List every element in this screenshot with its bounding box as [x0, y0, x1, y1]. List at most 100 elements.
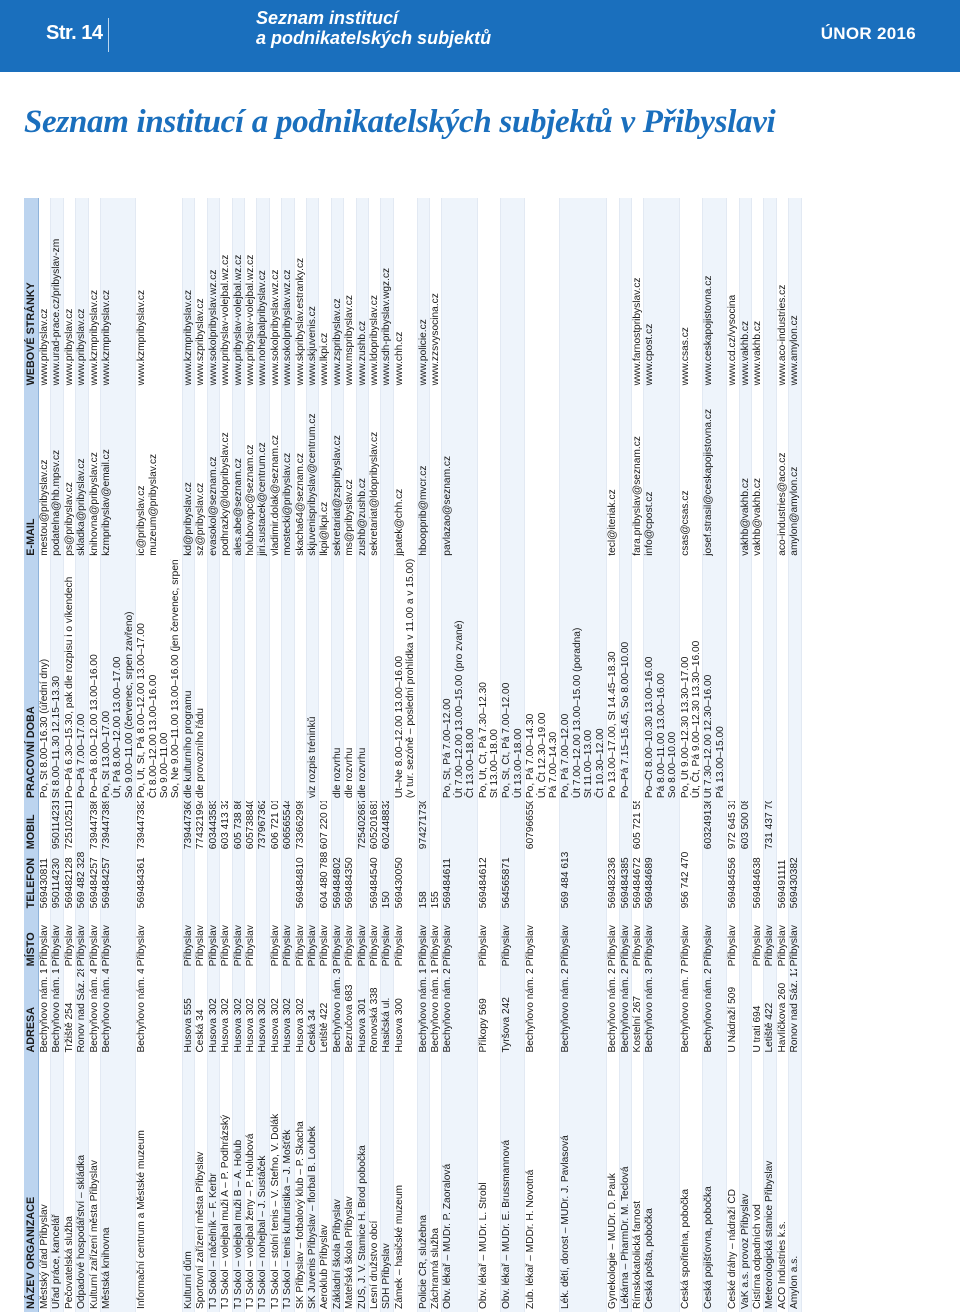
- cell-line: lkpi@lkpi.cz: [319, 501, 331, 556]
- cell-address: Bechyňovo nám. 20: [702, 969, 727, 1056]
- cell-name: Lékárna – PharmDr. M. Teclová: [619, 1055, 632, 1312]
- table-row: Římskokatolická farnost Kostelní 267 Přiby…: [631, 198, 644, 1312]
- cell-hours: Po–Pá 8.00–12.00 13.00–16.00: [88, 558, 101, 802]
- cell-web: www.sokolpribyslav.wz.cz: [269, 198, 282, 389]
- cell-place: Přibyslav: [38, 911, 51, 970]
- cell-line: vakhb@vakhb.cz: [751, 477, 763, 556]
- cell-mobile: 739447382: [135, 801, 183, 853]
- cell-phone: 569484611: [441, 852, 478, 912]
- cell-line: Po, St, Pá 7.00–12.00: [442, 698, 454, 799]
- col-header-phone: TELEFON: [24, 852, 39, 912]
- cell-line: Čt 8.00–12.00 13.00–16.00: [147, 674, 159, 799]
- cell-line: Husova 302: [282, 998, 294, 1053]
- cell-address: Letiště 422: [318, 969, 332, 1056]
- cell-line: vladimir.dolak@seznam.cz: [269, 434, 281, 556]
- cell-line: tecl@iteriak.cz: [607, 489, 619, 556]
- cell-name: TJ Sokol – volejbal muži B – A. Holub: [232, 1055, 245, 1312]
- cell-line: 155: [430, 891, 441, 909]
- cell-line: jiri.sustacek@centrum.cz: [257, 442, 269, 556]
- cell-line: csas@csas.cz: [679, 490, 691, 556]
- cell-line: So, Ne 9.00–11.00 13.00–16.00 (jen červe…: [170, 558, 182, 799]
- table-row: Pečovatelská služba Tržiště 254 Přibyslav 5…: [63, 198, 76, 1312]
- cell-mobile: 774321994: [194, 801, 208, 853]
- cell-line: TJ Sokol – náčelník – F. Kerbr: [207, 1173, 219, 1309]
- cell-line: Informační centrum a Městské muzeum: [136, 1130, 148, 1309]
- cell-line: Přibyslav: [88, 925, 100, 967]
- cell-email: ic@pribyslav.cz muzeum@pribyslav.cz: [135, 388, 183, 559]
- cell-line: Obv. lékař – MUDr. P. Zaoralová: [442, 1163, 454, 1309]
- cell-phone: 950114230: [50, 852, 64, 912]
- cell-hours: [232, 558, 245, 802]
- cell-line: Út 7.00–12.00 13.00–15.00 (poradna): [571, 627, 583, 799]
- cell-hours: Po, St, Pá 7.00–12.00 Út 7.00–12.00 13.00…: [441, 558, 478, 802]
- cell-place: Přibyslav: [776, 911, 789, 970]
- cell-line: aco-industries@aco.cz: [776, 452, 788, 556]
- table-row: Amylon a.s. Ronov nad Sáz. 12 Přibyslav 569…: [788, 198, 802, 1312]
- cell-web: www.pribyslav-volejbal.wz.cz: [219, 198, 232, 389]
- cell-line: Amylon a.s.: [789, 1255, 801, 1309]
- table-row: Mateřská škola Přibyslav Bezručova 683 Při…: [343, 198, 357, 1312]
- cell-line: muzeum@pribyslav.cz: [147, 453, 159, 556]
- cell-line: Lékárna – PharmDr. M. Teclová: [619, 1166, 631, 1310]
- cell-line: 605 738 860: [232, 801, 244, 850]
- cell-email: jiri.sustacek@centrum.cz: [256, 388, 270, 559]
- cell-line: So 8.00–10.00: [667, 731, 679, 799]
- cell-mobile: 603249136: [702, 801, 727, 853]
- table-row: Česká pojišťovna, pobočka Bechyňovo nám. …: [702, 198, 727, 1312]
- cell-line: Út, Čt 12.30–19.00: [536, 712, 548, 799]
- cell-web: www.pribyslav-volejbal.wz.cz: [244, 198, 257, 389]
- cell-line: Bechyňovo nám. 18: [417, 969, 429, 1053]
- cell-phone: [356, 852, 369, 912]
- cell-line: Bechyňovo nám. 20: [703, 969, 715, 1053]
- cell-line: U trati 694: [751, 1005, 763, 1053]
- cell-line: TJ Sokol – tenis kulturistika – J. Mošťě…: [282, 1129, 294, 1309]
- cell-line: www.ceskapojistovna.cz: [703, 275, 715, 386]
- cell-line: Pá 13.00–15.00: [714, 726, 726, 799]
- cell-line: 603 500 085: [739, 801, 751, 850]
- cell-email: sz@pribyslav.cz: [194, 388, 208, 559]
- cell-name: Aeroklub Přibyslav: [318, 1055, 332, 1312]
- cell-line: www.ldopribyslav.cz: [368, 295, 380, 386]
- cell-place: Přibyslav: [63, 911, 76, 970]
- cell-name: TJ Sokol – nohejbal – J. Šustáček: [256, 1055, 270, 1312]
- cell-hours: Po, Út, St, Pá 8.00–12.00 13.00–17.00 Čt …: [135, 558, 183, 802]
- cell-address: Hasičská ul.: [380, 969, 394, 1056]
- cell-address: Česká 34: [306, 969, 319, 1056]
- cell-line: 150: [381, 891, 393, 909]
- cell-line: podatelna@hb.mpsv.cz: [51, 449, 63, 556]
- cell-line: dle rozvrhu: [331, 747, 343, 799]
- cell-mobile: 974271730/1: [417, 801, 430, 853]
- cell-place: Přibyslav: [368, 911, 381, 970]
- cell-hours: Po, St 13.00–17.00 Út, Pá 8.00–12.00 13.0…: [100, 558, 136, 802]
- table-row: Sportovní zařízení města Přibyslav Česká …: [194, 198, 208, 1312]
- cell-line: Česká pojišťovna, pobočka: [703, 1186, 715, 1309]
- cell-address: Tržiště 254: [63, 969, 76, 1056]
- cell-line: 569484385: [619, 857, 631, 909]
- cell-place: Přibyslav: [726, 911, 740, 970]
- cell-email: ps@pribyslav.cz: [63, 388, 76, 559]
- cell-line: 569484257: [88, 857, 100, 909]
- cell-line: Česká spořitelna, pobočka: [679, 1188, 691, 1309]
- cell-line: Přibyslav: [306, 925, 318, 967]
- cell-mobile: 605738840: [244, 801, 257, 853]
- cell-mobile: [751, 801, 764, 853]
- cell-mobile: [306, 801, 319, 853]
- table-row: Aeroklub Přibyslav Letiště 422 Přibyslav 60…: [318, 198, 332, 1312]
- cell-line: U Nádraží 509: [727, 986, 739, 1053]
- cell-line: Přibyslav: [195, 925, 207, 967]
- cell-line: ACO Industries k.s.: [776, 1221, 788, 1309]
- cell-email: aco-industries@aco.cz: [776, 388, 789, 559]
- cell-line: mestou@pribyslav.cz: [39, 459, 50, 556]
- cell-line: Přibyslav: [182, 925, 194, 967]
- cell-address: Bechyňovo nám. 33: [331, 969, 344, 1056]
- cell-line: 603 413 329: [220, 801, 232, 850]
- cell-line: www.sokolpribyslav.wz.cz: [282, 269, 294, 386]
- cell-line: www.aco-industries.cz: [776, 284, 788, 386]
- cell-hours: [281, 558, 295, 802]
- cell-mobile: [776, 801, 789, 853]
- table-row: TJ Sokol – volejbal ženy – P. Holubová Hu…: [244, 198, 257, 1312]
- cell-mobile: 733662998: [294, 801, 307, 853]
- cell-name: Kulturní zařízení města Přibyslav: [88, 1055, 101, 1312]
- cell-address: Ronovská 338: [368, 969, 381, 1056]
- table-row: Čistírna odpadních vod U trati 694 Přibysl…: [751, 198, 764, 1312]
